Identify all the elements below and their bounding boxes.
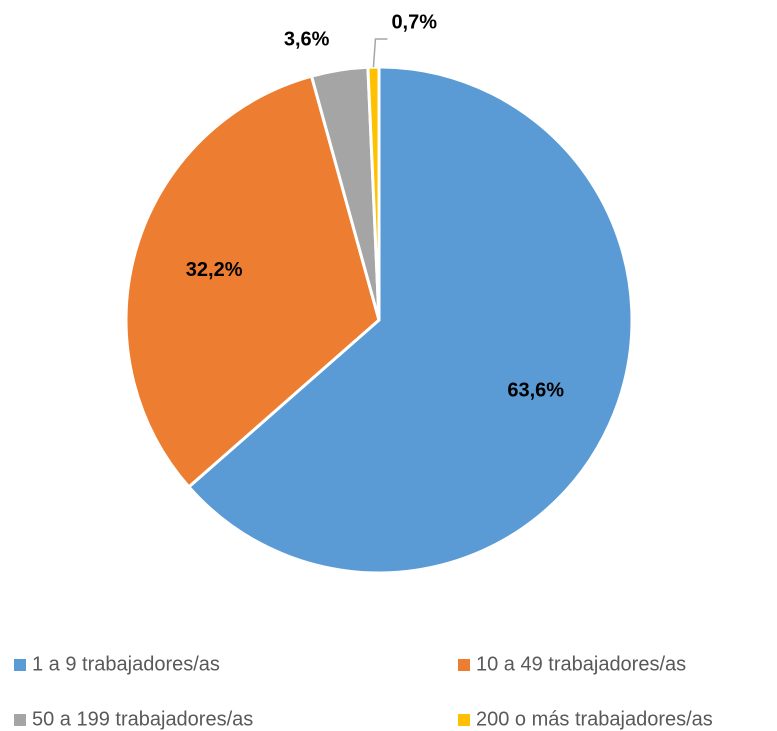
legend-swatch [458,659,470,671]
data-label: 3,6% [284,28,330,50]
pie-slice [187,65,634,575]
data-label: 63,6% [507,379,564,401]
legend-label: 200 o más trabajadores/as [476,708,713,730]
legend-swatch [14,714,26,726]
legend-label: 10 a 49 trabajadores/as [476,653,686,675]
legend-swatch [458,714,470,726]
pie-slice [124,74,381,489]
data-label: 32,2% [186,259,243,281]
pie-slice [366,65,381,322]
leader-line [372,38,388,68]
legend-label: 50 a 199 trabajadores/as [32,708,253,730]
data-label: 0,7% [391,11,437,33]
legend-swatch [14,659,26,671]
legend-label: 1 a 9 trabajadores/as [32,653,220,675]
